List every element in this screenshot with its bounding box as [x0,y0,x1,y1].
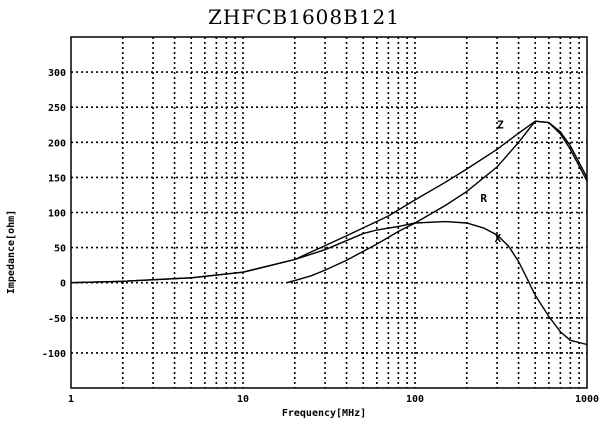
y-tick-label: 200 [48,138,66,149]
y-tick-label: 100 [48,209,66,220]
curve-label-z: Z [497,118,504,131]
curve-x [70,220,588,346]
x-tick-label: 1 [68,394,74,405]
y-tick-label: 250 [48,103,66,114]
curve-r [286,120,588,284]
curve-z [70,120,588,284]
y-axis-label: Impedance[ohm] [6,210,17,294]
y-tick-label: 50 [54,244,66,255]
curve-labels: Z R X [480,118,504,245]
chart-title: ZHFCB1608B121 [208,5,400,29]
y-tick-label: -100 [42,349,66,360]
plot-frame [70,36,588,389]
y-tick-label: -50 [48,314,66,325]
y-tick-label: 150 [48,173,66,184]
curve-label-r: R [480,192,487,205]
x-tick-label: 1000 [575,394,599,405]
x-tick-label: 10 [237,394,249,405]
tick-labels: -100 -50 0 50 100 150 200 250 300 1 10 100 1000 [42,68,599,405]
grid [71,37,587,388]
y-tick-label: 300 [48,68,66,79]
x-tick-label: 100 [406,394,424,405]
x-axis-label: Frequency[MHz] [282,408,366,419]
curves [70,120,588,346]
y-tick-label: 0 [60,279,66,290]
curve-label-x: X [495,232,502,245]
